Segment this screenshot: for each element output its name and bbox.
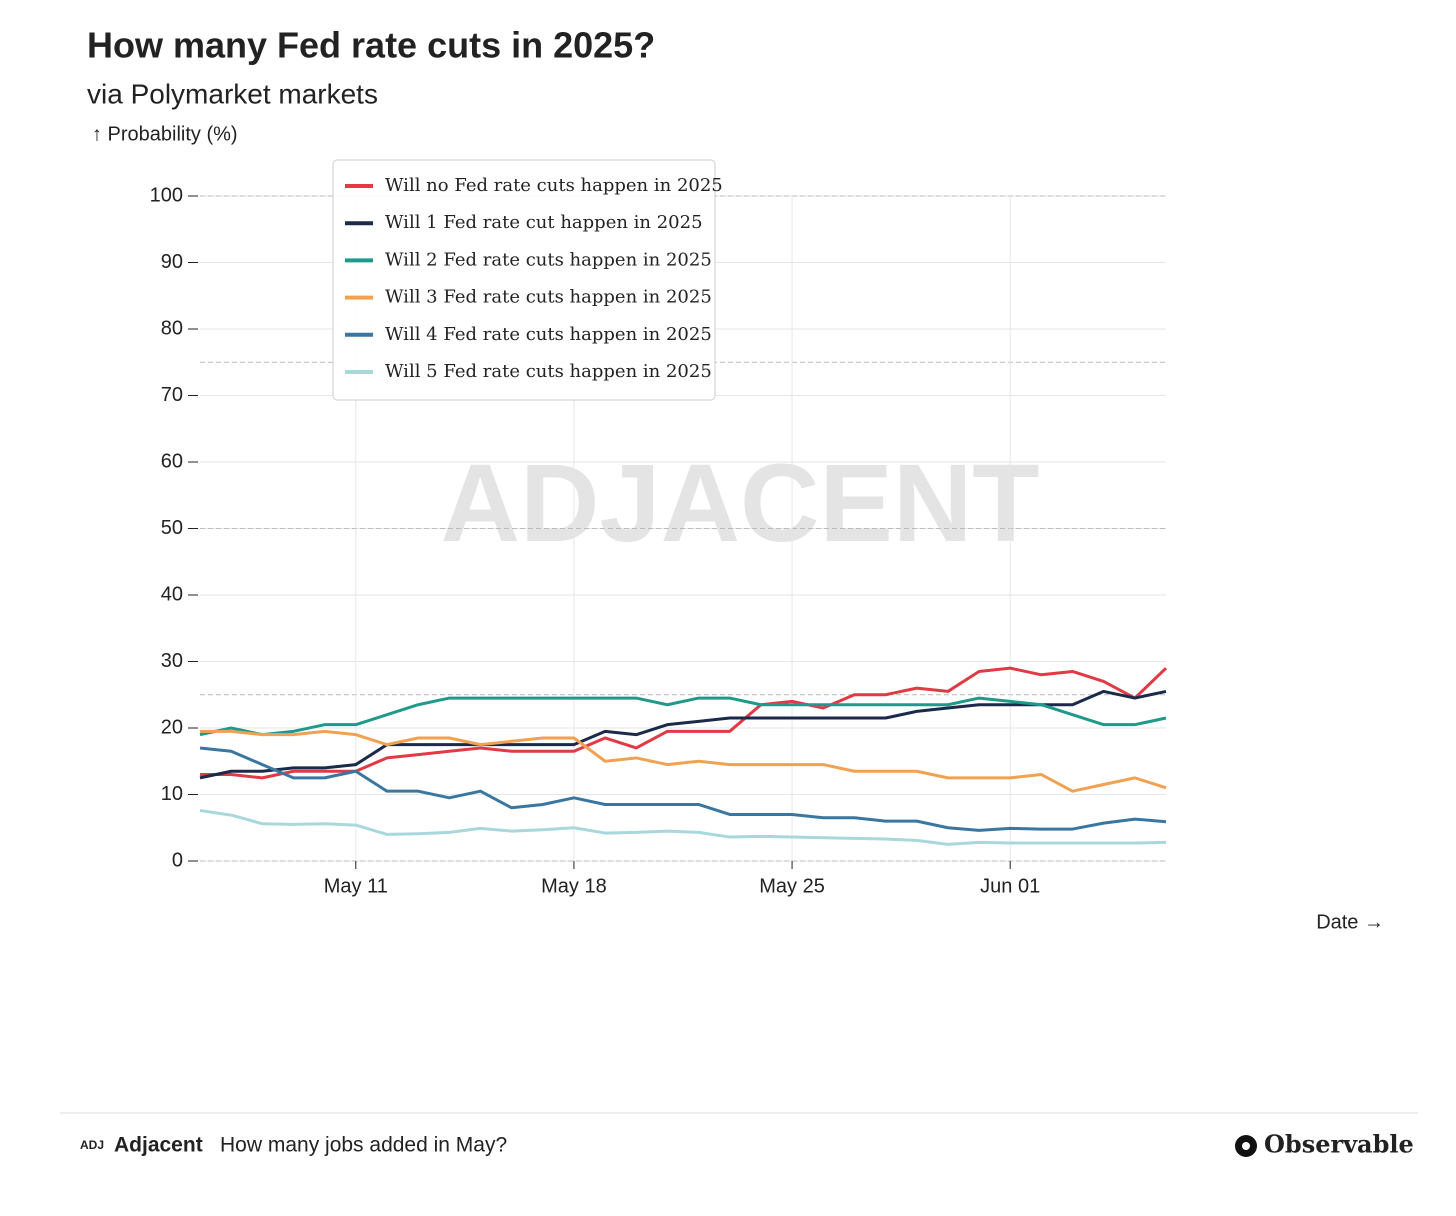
footer-link[interactable]: How many jobs added in May?	[220, 1134, 507, 1157]
legend: Will no Fed rate cuts happen in 2025 Will…	[332, 159, 723, 401]
series-line	[199, 696, 1167, 737]
legend-label: Will 4 Fed rate cuts happen in 2025	[385, 324, 712, 345]
y-tick-label: 30	[161, 650, 183, 672]
x-tick-label: May 18	[541, 875, 607, 897]
y-tick-label: 60	[161, 450, 183, 472]
x-axis-label: Date →	[1316, 911, 1384, 933]
y-tick-label: 80	[161, 317, 183, 339]
legend-label: Will 5 Fed rate cuts happen in 2025	[385, 361, 712, 382]
legend-box	[332, 159, 716, 401]
y-tick-label: 90	[161, 251, 183, 273]
footer-logo: ADJ	[80, 1138, 104, 1152]
series-line	[199, 689, 1167, 780]
y-tick-label: 70	[161, 384, 183, 406]
x-tick-label: May 25	[759, 875, 825, 897]
watermark: ADJACENT	[441, 442, 1040, 565]
series-line	[199, 746, 1167, 832]
series-line	[199, 808, 1167, 846]
y-tick-label: 40	[161, 583, 183, 605]
chart-title: How many Fed rate cuts in 2025?	[87, 25, 655, 66]
legend-label: Will 3 Fed rate cuts happen in 2025	[385, 287, 712, 308]
legend-label: Will 2 Fed rate cuts happen in 2025	[385, 249, 712, 270]
chart-subtitle: via Polymarket markets	[87, 78, 378, 109]
y-tick-label: 0	[172, 849, 183, 871]
legend-label: Will no Fed rate cuts happen in 2025	[385, 175, 723, 196]
plot: 0 10 20 30 40 50 60 70 80 90 100 May 11 May 18 May 25…	[150, 159, 1168, 897]
y-tick-label: 10	[161, 783, 183, 805]
footer-platform[interactable]: Observable	[1264, 1130, 1414, 1159]
y-tick-label: 20	[161, 716, 183, 738]
footer-brand[interactable]: Adjacent	[114, 1134, 203, 1157]
x-tick-label: May 11	[324, 875, 388, 897]
observable-icon-hole	[1242, 1142, 1250, 1150]
series-line	[200, 729, 1167, 793]
x-tick-label: Jun 01	[980, 875, 1040, 897]
series-line	[200, 666, 1168, 780]
y-tick-label: 50	[161, 517, 183, 539]
legend-label: Will 1 Fed rate cut happen in 2025	[385, 212, 703, 233]
y-axis-label: ↑ Probability (%)	[92, 123, 238, 145]
y-tick-label: 100	[150, 184, 183, 206]
